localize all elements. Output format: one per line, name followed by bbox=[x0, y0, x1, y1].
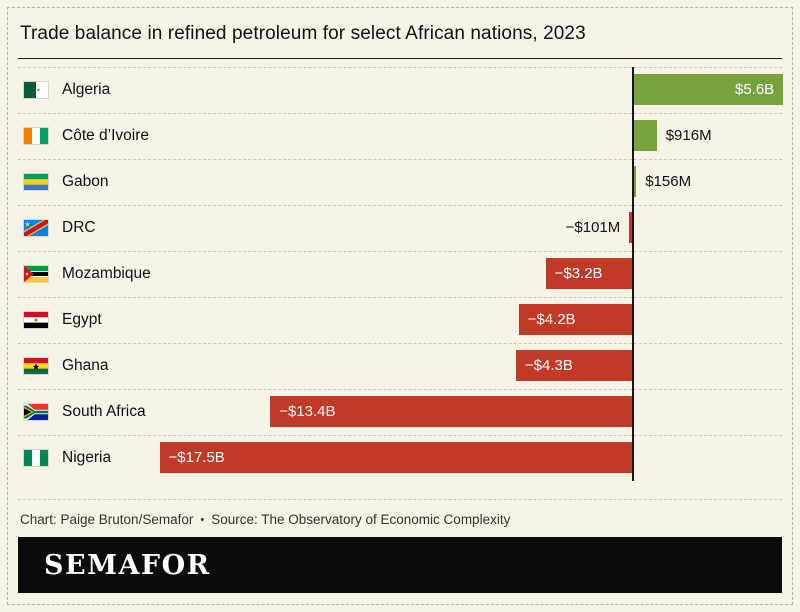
egypt-flag-icon bbox=[23, 311, 49, 329]
row-nigeria: Nigeria −$17.5B bbox=[18, 435, 782, 481]
country-label: Nigeria bbox=[62, 449, 112, 466]
footer-separator-dot: • bbox=[200, 513, 205, 526]
row-cote-divoire: Côte d’Ivoire $916M bbox=[18, 113, 782, 159]
row-egypt: Egypt −$4.2B bbox=[18, 297, 782, 343]
semafor-wordmark: SEMAFOR bbox=[44, 549, 211, 581]
country-label: Egypt bbox=[62, 311, 102, 328]
ghana-flag-icon bbox=[23, 357, 49, 375]
cote-divoire-flag-icon bbox=[23, 127, 49, 145]
bar-value: $5.6B bbox=[734, 81, 775, 98]
bar-mozambique: −$3.2B bbox=[545, 258, 632, 289]
bar-value: −$4.3B bbox=[524, 357, 573, 374]
row-mozambique: Mozambique −$3.2B bbox=[18, 251, 782, 297]
bar-drc: −$101M bbox=[566, 212, 632, 243]
zero-baseline bbox=[632, 67, 634, 481]
chart-credit: Chart: Paige Bruton/Semafor bbox=[20, 512, 194, 527]
country-label: Ghana bbox=[62, 357, 109, 374]
nigeria-flag-icon bbox=[23, 449, 49, 467]
chart-source: Source: The Observatory of Economic Comp… bbox=[211, 512, 511, 527]
country-label: DRC bbox=[62, 219, 96, 236]
bar-egypt: −$4.2B bbox=[518, 304, 632, 335]
algeria-flag-icon bbox=[23, 81, 49, 99]
mozambique-flag-icon bbox=[23, 265, 49, 283]
country-label: Algeria bbox=[62, 81, 111, 98]
bar-value: −$4.2B bbox=[527, 311, 576, 328]
bar-value: −$17.5B bbox=[168, 449, 225, 466]
bar-chart: Algeria $5.6B Côte d’Ivoire $916M bbox=[18, 67, 784, 481]
bar-gabon: $156M bbox=[632, 166, 691, 197]
bar-value: −$13.4B bbox=[279, 403, 336, 420]
gabon-flag-icon bbox=[23, 173, 49, 191]
row-south-africa: South Africa −$13.4B bbox=[18, 389, 782, 435]
content: Trade balance in refined petroleum for s… bbox=[8, 8, 792, 604]
bar-nigeria: −$17.5B bbox=[159, 442, 632, 473]
row-drc: DRC −$101M bbox=[18, 205, 782, 251]
row-ghana: Ghana −$4.3B bbox=[18, 343, 782, 389]
bar-value: $156M bbox=[645, 173, 692, 190]
bar-value: $916M bbox=[665, 127, 712, 144]
south-africa-flag-icon bbox=[23, 403, 49, 421]
chart-title: Trade balance in refined petroleum for s… bbox=[18, 22, 782, 59]
row-algeria: Algeria $5.6B bbox=[18, 67, 784, 113]
chart-footer: Chart: Paige Bruton/Semafor • Source: Th… bbox=[18, 499, 782, 527]
country-label: South Africa bbox=[62, 403, 146, 420]
row-gabon: Gabon $156M bbox=[18, 159, 782, 205]
country-label: Côte d’Ivoire bbox=[62, 127, 150, 144]
semafor-logo-bar: SEMAFOR bbox=[18, 537, 782, 593]
bar-south-africa: −$13.4B bbox=[270, 396, 632, 427]
bar-value: −$101M bbox=[565, 219, 621, 236]
bar-value: −$3.2B bbox=[554, 265, 603, 282]
country-label: Gabon bbox=[62, 173, 109, 190]
drc-flag-icon bbox=[23, 219, 49, 237]
bar-ghana: −$4.3B bbox=[515, 350, 632, 381]
bar-cote-divoire: $916M bbox=[632, 120, 712, 151]
country-label: Mozambique bbox=[62, 265, 151, 282]
bar-algeria: $5.6B bbox=[632, 74, 784, 105]
